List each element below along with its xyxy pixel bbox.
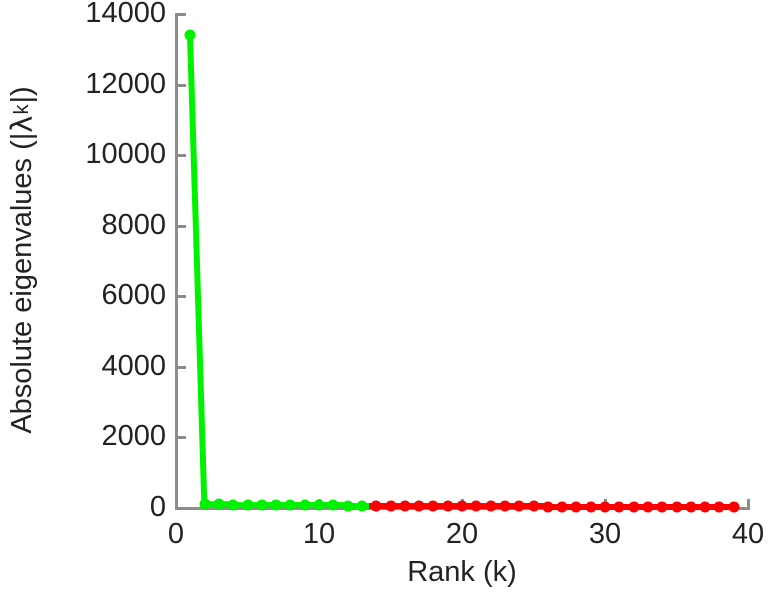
data-point-marker (499, 500, 511, 512)
y-tick-label: 4000 (101, 349, 166, 382)
lambda-symbol: λ (5, 115, 39, 133)
data-point-marker (442, 500, 454, 512)
data-point-marker (456, 500, 468, 512)
data-point-marker (728, 501, 740, 513)
y-tick-label: 12000 (85, 67, 166, 100)
x-tick (175, 499, 178, 510)
data-point-marker (284, 499, 296, 511)
data-point-marker (242, 499, 253, 511)
y-tick (175, 436, 186, 440)
x-tick-label: 30 (588, 518, 622, 550)
y-tick-label: 2000 (101, 420, 166, 453)
data-point-marker (427, 500, 439, 512)
data-point-marker (713, 501, 725, 513)
x-tick-label: 0 (167, 518, 185, 550)
data-point-marker (470, 500, 482, 512)
y-axis-line (175, 14, 178, 510)
y-tick-label: 10000 (85, 138, 166, 171)
data-point-marker (613, 501, 625, 513)
y-tick (175, 154, 186, 158)
data-point-marker (356, 500, 368, 512)
y-axis-label-text: Absolute eigenvalues (| (5, 132, 38, 434)
data-point-marker (342, 500, 354, 512)
data-point-marker (299, 499, 311, 511)
data-point-marker (199, 498, 211, 510)
data-point-marker (227, 499, 239, 511)
data-point-marker (370, 500, 382, 512)
y-tick-label: 14000 (85, 0, 166, 29)
y-tick (175, 365, 186, 369)
x-tick-label: 20 (445, 518, 479, 550)
data-point-marker (556, 501, 568, 513)
data-point-marker (628, 501, 640, 513)
plot-area (175, 13, 750, 513)
data-point-marker (327, 499, 339, 511)
data-point-marker (385, 500, 396, 512)
data-point-marker (184, 29, 196, 41)
y-tick-label: 8000 (101, 208, 166, 241)
y-tick (175, 295, 186, 299)
x-axis-label: Rank (k) (407, 556, 517, 588)
data-point-marker (599, 501, 611, 513)
data-point-marker (671, 501, 682, 513)
y-axis-label-tail: |) (5, 86, 38, 104)
y-tick (175, 507, 186, 510)
y-tick (175, 224, 186, 228)
data-point-marker (513, 500, 525, 512)
data-point-marker (256, 499, 268, 511)
data-point-marker (642, 501, 654, 513)
data-point-marker (413, 500, 425, 512)
data-point-marker (528, 500, 539, 512)
data-point-marker (699, 501, 711, 513)
y-tick (175, 83, 186, 87)
y-tick-label: 0 (149, 491, 166, 523)
x-tick-label: 40 (731, 518, 765, 550)
data-point-marker (685, 501, 697, 513)
y-tick-label: 6000 (101, 279, 166, 312)
data-point-marker (656, 501, 668, 513)
data-point-marker (542, 501, 554, 513)
data-point-marker (213, 498, 225, 510)
y-axis-label: Absolute eigenvalues (| λ k |) (0, 0, 44, 520)
data-point-marker (570, 501, 582, 513)
data-point-marker (313, 499, 325, 511)
series-line-segment (187, 35, 208, 504)
data-point-marker (270, 499, 282, 511)
data-point-marker (485, 500, 497, 512)
x-tick-label: 10 (302, 518, 336, 550)
data-series-layer (176, 14, 748, 513)
x-tick (747, 499, 750, 510)
data-point-marker (585, 501, 597, 513)
lambda-subscript: k (10, 104, 33, 115)
data-point-marker (399, 500, 411, 512)
y-tick (175, 13, 186, 16)
